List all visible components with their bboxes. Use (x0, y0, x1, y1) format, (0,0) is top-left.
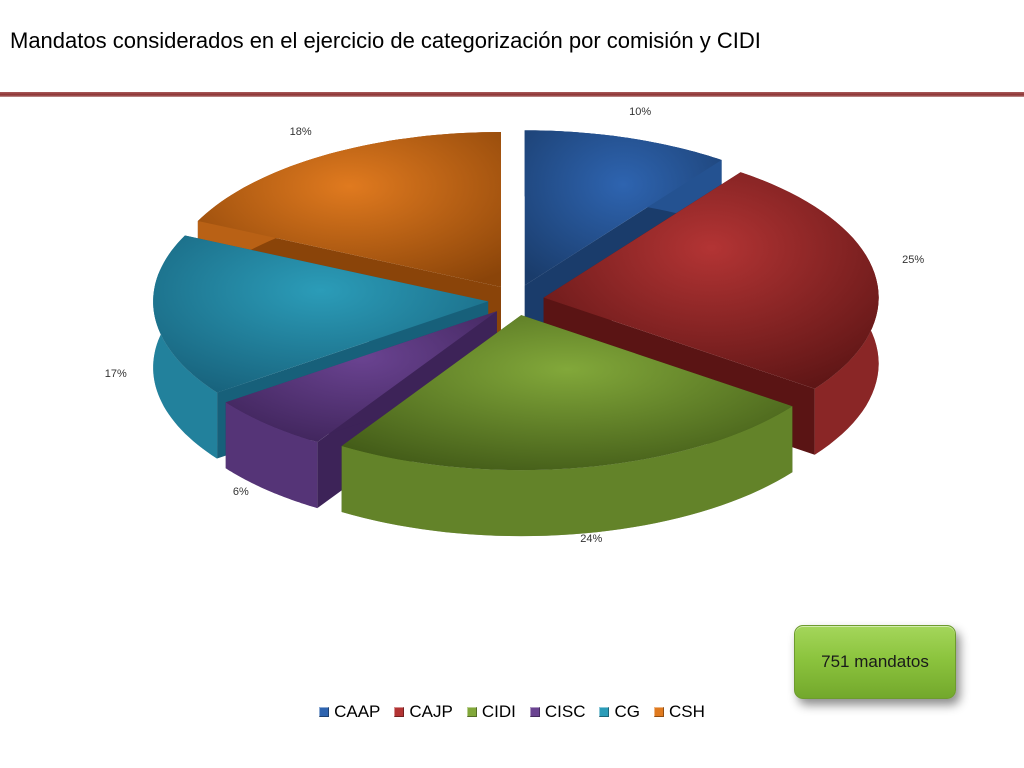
legend-swatch-cidi (466, 707, 477, 717)
data-label-csh: 18% (290, 126, 312, 138)
data-label-cisc: 6% (233, 486, 249, 498)
legend-item-cisc: CISC (529, 702, 586, 722)
legend-item-cajp: CAJP (394, 702, 453, 722)
legend-item-caap: CAAP (319, 702, 380, 722)
legend-label: CIDI (481, 702, 516, 721)
legend-label: CAAP (334, 702, 381, 721)
legend-label: CSH (668, 702, 705, 721)
legend-swatch-csh (653, 707, 664, 717)
legend-item-cg: CG (599, 702, 640, 722)
legend-swatch-caap (319, 707, 330, 717)
pie-chart: 10% 25% 24% 6% 17% 18% (105, 106, 925, 545)
data-label-cg: 17% (105, 368, 127, 380)
total-mandates-badge: 751 mandatos (794, 625, 956, 699)
legend-swatch-cg (599, 707, 610, 717)
chart-title: Mandatos considerados en el ejercicio de… (10, 28, 761, 53)
legend-label: CG (614, 702, 640, 721)
data-label-caap: 10% (629, 106, 651, 118)
legend-swatch-cisc (529, 707, 540, 717)
legend-item-cidi: CIDI (466, 702, 516, 722)
data-label-cajp: 25% (902, 254, 924, 266)
legend-label: CAJP (409, 702, 453, 721)
legend-label: CISC (544, 702, 586, 721)
pie-slice-cidi (341, 315, 793, 537)
data-label-cidi: 24% (580, 533, 602, 545)
legend-item-csh: CSH (653, 702, 705, 722)
chart-legend: CAAP CAJP CIDI CISC CG CSH (0, 702, 1024, 722)
title-divider (0, 92, 1024, 97)
legend-swatch-cajp (394, 707, 405, 717)
